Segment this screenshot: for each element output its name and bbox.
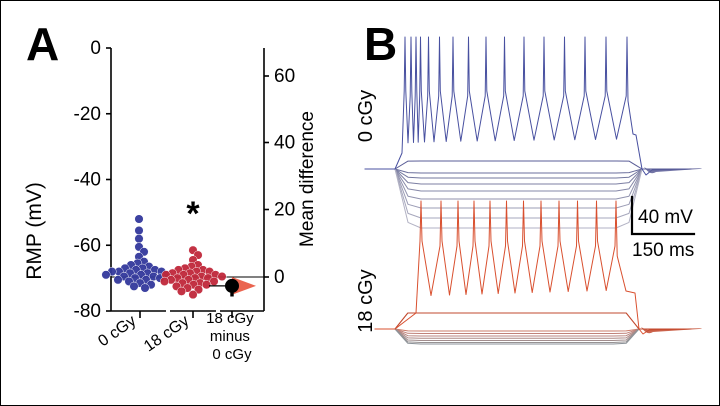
svg-text:18 cGy: 18 cGy — [355, 269, 377, 332]
svg-text:40: 40 — [274, 133, 295, 154]
svg-text:18 cGy: 18 cGy — [141, 312, 192, 355]
svg-text:18 cGy minus 0 cGy: 18 cGy minus 0 cGy — [206, 310, 258, 363]
svg-text:40 mV: 40 mV — [638, 207, 693, 228]
svg-text:0 cGy: 0 cGy — [355, 90, 377, 142]
svg-text:Mean difference: Mean difference — [297, 111, 318, 247]
svg-text:RMP (mV): RMP (mV) — [23, 182, 46, 280]
svg-text:0: 0 — [90, 38, 101, 59]
svg-text:60: 60 — [274, 66, 295, 87]
svg-text:150 ms: 150 ms — [632, 240, 694, 261]
svg-text:*: * — [186, 195, 200, 233]
svg-text:0 cGy: 0 cGy — [95, 312, 139, 350]
svg-text:-60: -60 — [74, 235, 101, 256]
svg-text:-20: -20 — [74, 104, 101, 125]
svg-text:-40: -40 — [74, 170, 101, 191]
svg-text:0: 0 — [274, 267, 285, 288]
svg-text:-80: -80 — [74, 301, 101, 322]
svg-text:20: 20 — [274, 200, 295, 221]
